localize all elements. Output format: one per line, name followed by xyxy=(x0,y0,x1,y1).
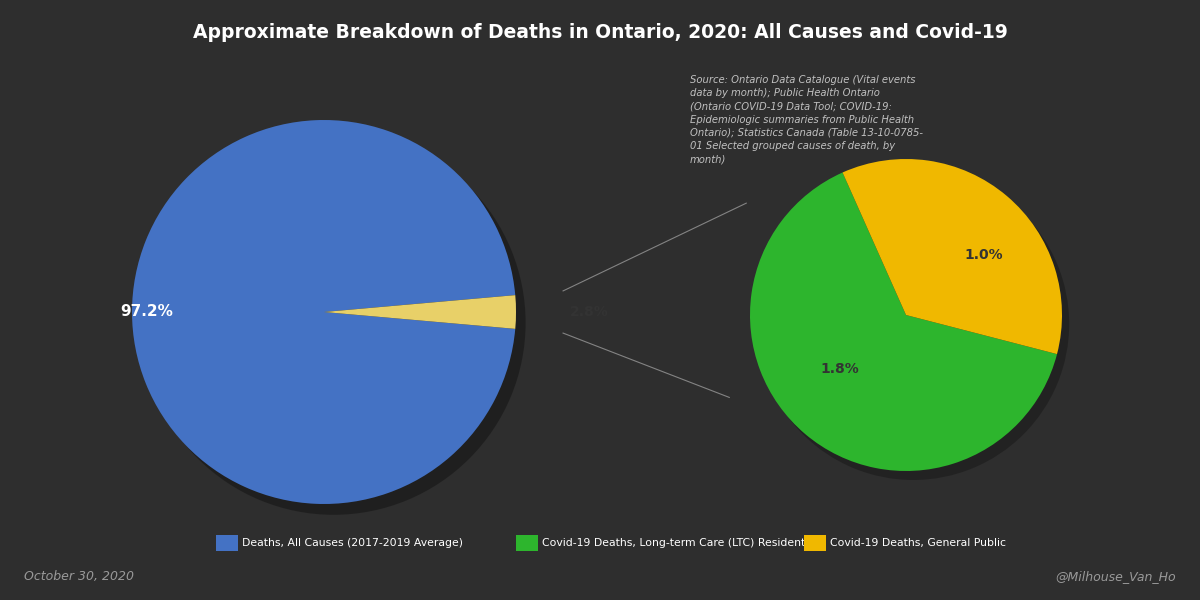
Text: October 30, 2020: October 30, 2020 xyxy=(24,570,134,583)
Wedge shape xyxy=(142,131,526,515)
Wedge shape xyxy=(750,172,1057,471)
Text: @Milhouse_Van_Ho: @Milhouse_Van_Ho xyxy=(1055,570,1176,583)
Text: Covid-19 Deaths, Long-term Care (LTC) Residents: Covid-19 Deaths, Long-term Care (LTC) Re… xyxy=(542,538,811,548)
Bar xyxy=(216,535,238,551)
Text: 1.8%: 1.8% xyxy=(821,362,859,376)
Text: Approximate Breakdown of Deaths in Ontario, 2020: All Causes and Covid-19: Approximate Breakdown of Deaths in Ontar… xyxy=(192,23,1008,43)
Wedge shape xyxy=(842,159,1062,354)
Text: Covid-19 Deaths, General Public: Covid-19 Deaths, General Public xyxy=(830,538,1007,548)
Text: 97.2%: 97.2% xyxy=(120,304,173,319)
Bar xyxy=(516,535,538,551)
Bar xyxy=(804,535,826,551)
Text: Source: Ontario Data Catalogue (Vital events
data by month); Public Health Ontar: Source: Ontario Data Catalogue (Vital ev… xyxy=(690,75,923,164)
Text: Deaths, All Causes (2017-2019 Average): Deaths, All Causes (2017-2019 Average) xyxy=(242,538,463,548)
Text: 1.0%: 1.0% xyxy=(965,248,1003,262)
Wedge shape xyxy=(132,120,515,504)
Text: 2.8%: 2.8% xyxy=(570,305,608,319)
Wedge shape xyxy=(324,295,516,329)
Wedge shape xyxy=(757,168,1069,480)
